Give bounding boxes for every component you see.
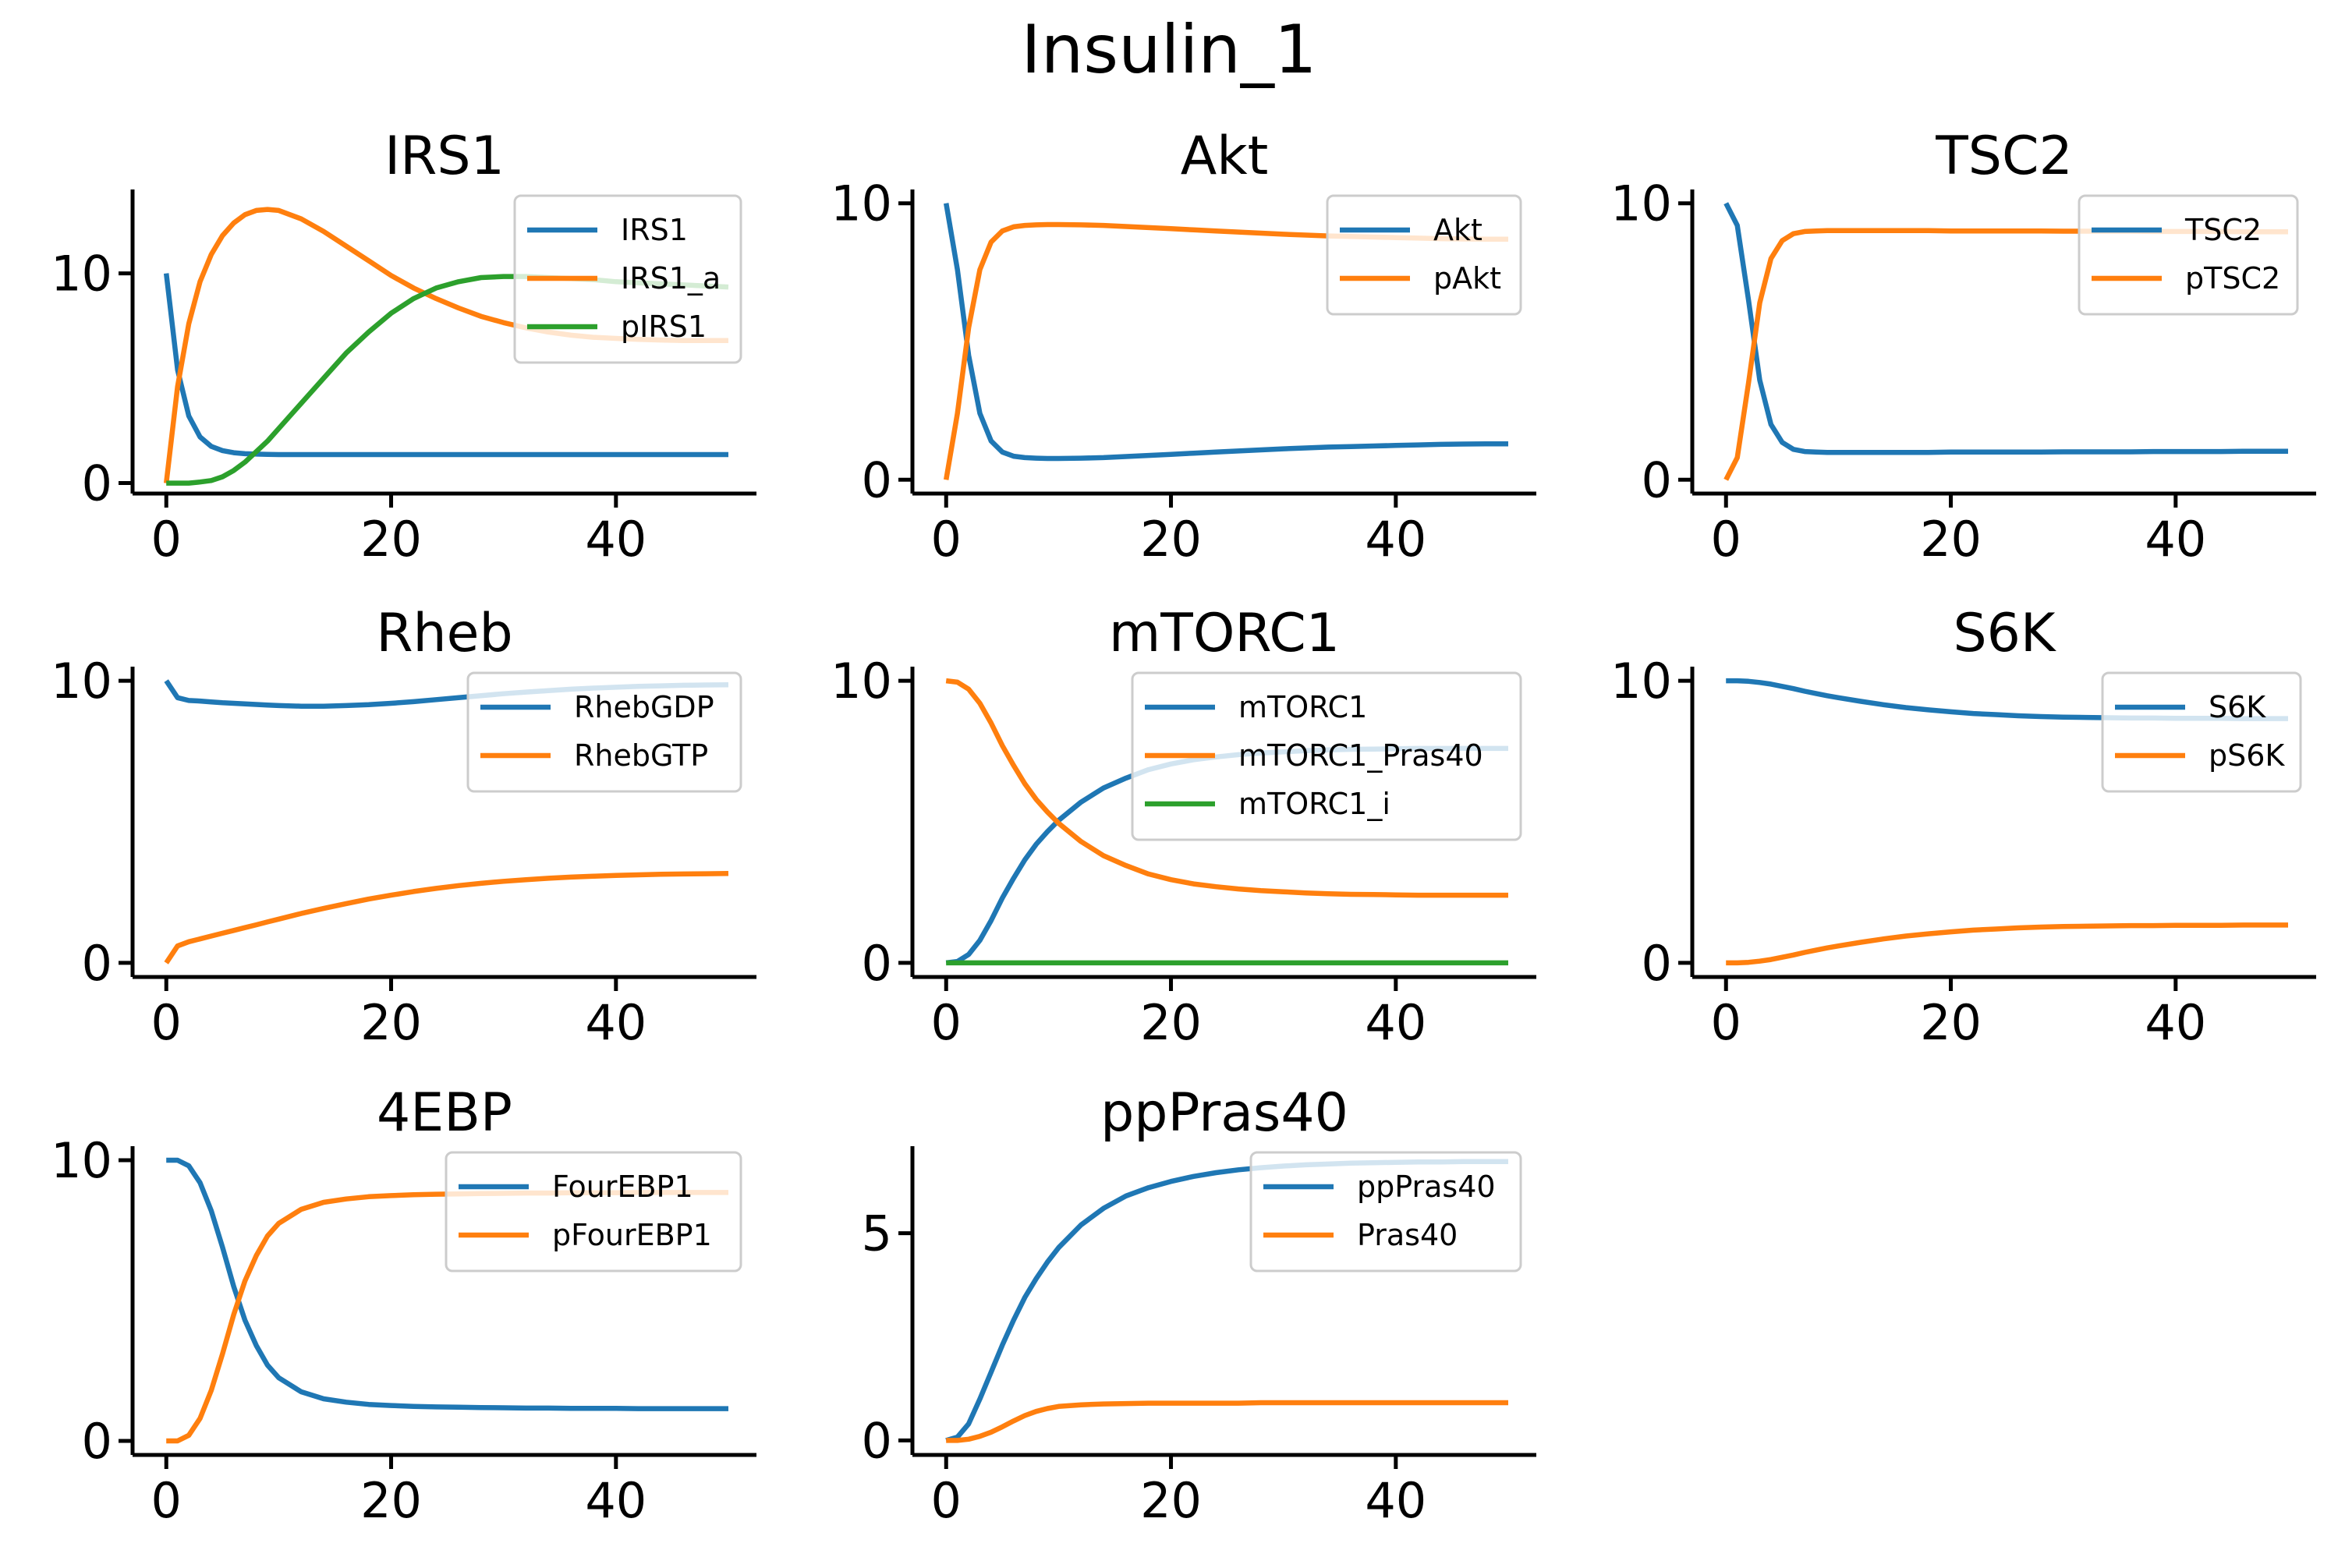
y-tick-label: 0 (862, 451, 892, 508)
subplot-s6k: S6K 0 20 40 0 10 S6K pS6K (1610, 603, 2316, 1051)
figure-title: Insulin_1 (1021, 11, 1317, 89)
x-tick-label: 20 (360, 1472, 422, 1529)
series-line-akt (943, 203, 1508, 462)
legend-label: TSC2 (2184, 213, 2262, 247)
x-tick-label: 0 (151, 1472, 182, 1529)
y-tick-label: 10 (51, 1132, 112, 1189)
y-tick-label: 0 (82, 1413, 112, 1470)
y-tick-label: 0 (862, 935, 892, 992)
y-tick-label: 0 (1642, 935, 1672, 992)
subplot-title: ppPras40 (1100, 1082, 1348, 1144)
y-tick-label: 10 (51, 653, 112, 710)
subplot-irs1: IRS1 0 20 40 0 10 IRS1 IRS1_a pIRS1 (51, 126, 756, 568)
series-line-fourebp1 (166, 1157, 728, 1411)
legend-frame (513, 194, 742, 364)
series-line-tsc2 (1723, 202, 2288, 455)
legend-frame (1249, 1151, 1522, 1272)
x-tick-label: 40 (1365, 511, 1426, 568)
x-tick-label: 20 (1140, 994, 1202, 1051)
y-tick-label: 0 (82, 935, 112, 992)
x-tick-label: 40 (1365, 994, 1426, 1051)
legend-label: Pras40 (1357, 1218, 1458, 1252)
x-tick-label: 0 (931, 511, 962, 568)
y-tick-label: 10 (1610, 653, 1672, 710)
legend-frame (1131, 671, 1522, 841)
legend-frame (466, 671, 742, 793)
legend-frame (2101, 671, 2302, 793)
x-tick-label: 0 (151, 994, 182, 1051)
x-tick-label: 20 (1140, 1472, 1202, 1529)
legend-frame (2078, 194, 2299, 316)
subplot-rheb: Rheb 0 20 40 0 10 RhebGDP RhebGTP (51, 603, 756, 1051)
legend-label: RhebGTP (574, 738, 708, 773)
legend-frame (1326, 194, 1522, 316)
subplot-tsc2: TSC2 0 20 40 0 10 TSC2 pTSC2 (1610, 126, 2316, 568)
legend-label: pS6K (2209, 738, 2285, 773)
x-tick-label: 0 (1711, 994, 1741, 1051)
series-line-pras40 (946, 1400, 1508, 1443)
x-tick-label: 40 (585, 1472, 646, 1529)
y-tick-label: 10 (51, 246, 112, 303)
x-tick-label: 0 (931, 1472, 962, 1529)
x-tick-label: 40 (2145, 994, 2206, 1051)
legend-label: IRS1 (621, 213, 688, 247)
legend-label: pFourEBP1 (552, 1218, 712, 1252)
subplot-title: TSC2 (1935, 126, 2072, 187)
legend-label: pAkt (1433, 261, 1501, 296)
y-tick-label: 5 (862, 1205, 892, 1262)
x-tick-label: 40 (585, 994, 646, 1051)
legend-label: FourEBP1 (552, 1170, 693, 1204)
legend-label: pIRS1 (621, 310, 707, 344)
subplot-pppras40: ppPras40 0 20 40 0 5 ppPras40 Pras40 (862, 1082, 1536, 1529)
subplot-title: Akt (1181, 126, 1269, 187)
subplot-title: mTORC1 (1109, 603, 1340, 664)
x-tick-label: 40 (585, 511, 646, 568)
legend-label: ppPras40 (1357, 1170, 1496, 1204)
x-tick-label: 40 (1365, 1472, 1426, 1529)
legend-label: IRS1_a (621, 261, 721, 296)
legend-label: Akt (1433, 213, 1483, 247)
subplot-4ebp: 4EBP 0 20 40 0 10 FourEBP1 pFourEBP1 (51, 1082, 756, 1529)
x-tick-label: 20 (1920, 511, 1982, 568)
subplot-title: S6K (1953, 603, 2056, 664)
y-tick-label: 0 (82, 455, 112, 512)
subplot-title: Rheb (376, 603, 512, 664)
subplot-akt: Akt 0 20 40 0 10 Akt pAkt (831, 126, 1536, 568)
x-tick-label: 0 (151, 511, 182, 568)
x-tick-label: 0 (931, 994, 962, 1051)
subplot-title: IRS1 (384, 126, 505, 187)
subplot-mtorc1: mTORC1 0 20 40 0 10 mTORC1 mTORC1_Pras40 mTORC1_… (831, 603, 1536, 1051)
subplot-title: 4EBP (377, 1082, 512, 1144)
legend-label: S6K (2209, 690, 2266, 724)
series-line-ps6k (1726, 922, 2288, 966)
x-tick-label: 20 (360, 994, 422, 1051)
legend-label: mTORC1_Pras40 (1238, 738, 1483, 773)
series-line-mtorc1-pras40 (945, 678, 1508, 898)
y-tick-label: 0 (1642, 451, 1672, 508)
legend-label: mTORC1_i (1238, 787, 1390, 821)
y-tick-label: 0 (862, 1412, 892, 1469)
x-tick-label: 0 (1711, 511, 1741, 568)
legend-frame (445, 1151, 742, 1272)
y-tick-label: 10 (1610, 175, 1672, 232)
series-line-rhebgtp (164, 870, 729, 965)
x-tick-label: 20 (360, 511, 422, 568)
series-line-irs1 (163, 273, 728, 458)
legend-label: pTSC2 (2185, 261, 2280, 296)
y-tick-label: 10 (831, 175, 892, 232)
legend-label: RhebGDP (574, 690, 714, 724)
x-tick-label: 20 (1920, 994, 1982, 1051)
x-tick-label: 20 (1140, 511, 1202, 568)
x-tick-label: 40 (2145, 511, 2206, 568)
y-tick-label: 10 (831, 653, 892, 710)
legend-label: mTORC1 (1238, 690, 1367, 724)
